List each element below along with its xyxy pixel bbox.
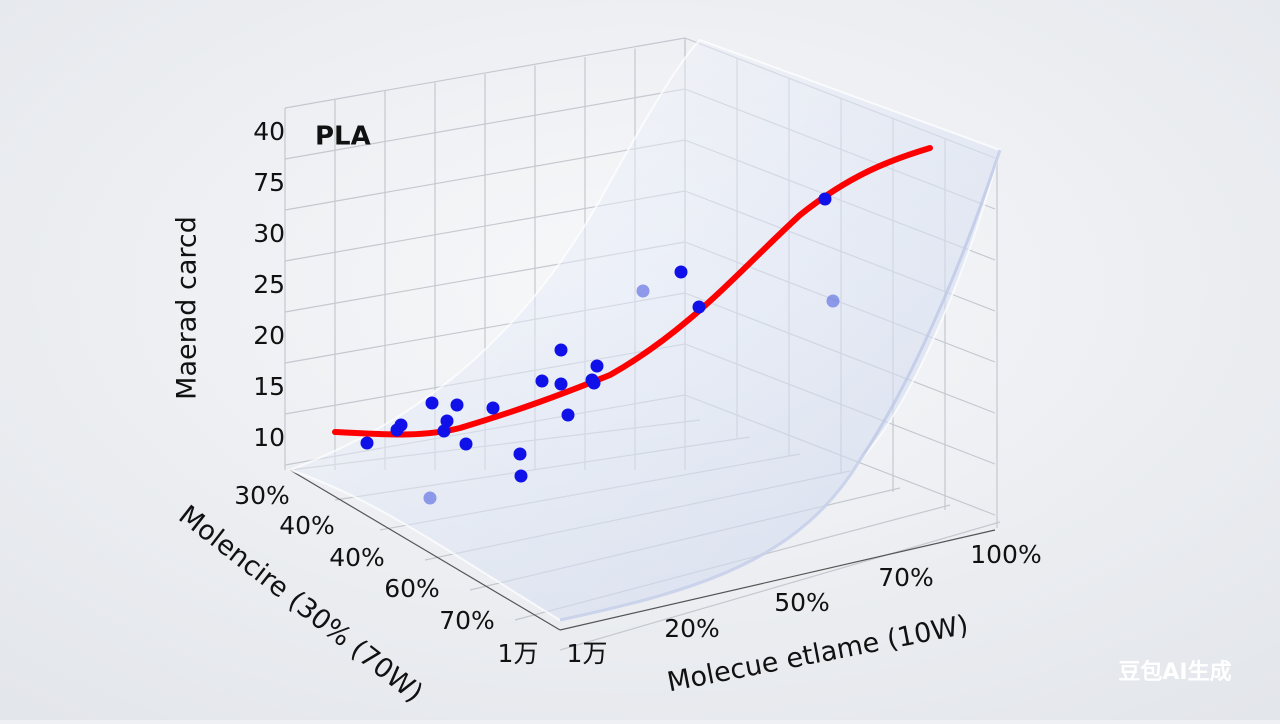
y-tick-label: 10 [253, 423, 285, 452]
surface [287, 38, 1002, 622]
left-tick-label: 60% [384, 574, 440, 603]
point [440, 414, 454, 428]
point [826, 294, 840, 308]
surface-edge [559, 149, 1002, 622]
grid-line [284, 139, 686, 211]
y-tick-label: 15 [253, 372, 285, 401]
grid-line [559, 521, 1001, 651]
point [636, 284, 650, 298]
point [425, 396, 439, 410]
point [437, 424, 451, 438]
y-axis-label: Maerad carcd [172, 216, 203, 400]
right-tick-label: 50% [774, 588, 830, 617]
points [360, 192, 840, 505]
watermark: 豆包AI生成 [1118, 659, 1231, 685]
trend-curve [332, 145, 933, 438]
right-tick-label: 70% [878, 563, 934, 592]
right-tick-label: 1万 [567, 639, 608, 668]
point [692, 300, 706, 314]
point [590, 359, 604, 373]
point [513, 447, 527, 461]
point [423, 491, 437, 505]
point [674, 265, 688, 279]
title: PLA [315, 122, 371, 152]
point [360, 436, 374, 450]
y-tick-label: 20 [253, 321, 285, 350]
point [450, 398, 464, 412]
point [585, 373, 599, 387]
point [535, 374, 549, 388]
point [486, 401, 500, 415]
y-tick-label: 40 [253, 117, 285, 146]
left-tick-label: 70% [439, 606, 495, 635]
point [394, 418, 408, 432]
point [554, 377, 568, 391]
point [818, 192, 832, 206]
point [459, 437, 473, 451]
right-tick-label: 20% [664, 614, 720, 643]
left-tick-label: 30% [234, 481, 290, 510]
point [561, 408, 575, 422]
point [514, 469, 528, 483]
y-tick-label: 75 [253, 168, 285, 197]
y-tick-label: 30 [253, 219, 285, 248]
y-tick-label: 25 [253, 270, 285, 299]
axis-line [559, 529, 996, 631]
left-tick-label: 1万 [498, 639, 539, 668]
left-tick-label: 40% [329, 543, 385, 572]
left-tick-label: 40% [279, 511, 335, 540]
grid-line [284, 88, 686, 160]
point [554, 343, 568, 357]
axis-line [289, 469, 561, 631]
right-tick-label: 100% [970, 540, 1041, 569]
grid-line [284, 37, 686, 109]
